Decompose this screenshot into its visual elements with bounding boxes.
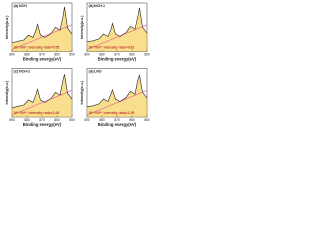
x-tick-label: 890 <box>9 118 15 122</box>
x-tick-label: 870 <box>39 118 45 122</box>
x-tick-label: 850 <box>144 52 150 56</box>
y-axis-label: Intensity(a.u.) <box>5 80 9 104</box>
y-axis-label: Intensity(a.u.) <box>80 15 84 39</box>
ratio-note: Ni³⁺/Ni²⁺ intensity ratio=1.29 <box>89 111 134 115</box>
x-axis-label: Binding energy(eV) <box>98 122 137 127</box>
baseline <box>86 24 148 50</box>
panel-label: (c) <box>14 69 20 74</box>
spectrum-line <box>11 6 73 44</box>
baseline <box>11 90 73 116</box>
x-tick-label: 880 <box>99 52 105 56</box>
panel: 890 880 870 860 850 (a) NCH Ni³⁺/Ni²⁺ intensity… <box>5 2 75 62</box>
x-tick-label: 850 <box>144 118 150 122</box>
ratio-note: Ni³⁺/Ni²⁺ intensity ratio=0.82 <box>89 45 134 49</box>
x-tick-label: 880 <box>99 118 105 122</box>
ratio-note: Ni³⁺/Ni²⁺ intensity ratio=0.55 <box>14 45 59 49</box>
area <box>12 6 72 52</box>
panel: 890 880 870 860 850 (c) NCH-2 Ni³⁺/Ni²⁺ intensi… <box>5 68 75 127</box>
x-tick-label: 860 <box>54 52 60 56</box>
baseline <box>86 90 148 116</box>
x-axis-label: Binding energy(eV) <box>98 57 137 62</box>
spectrum-line <box>11 74 73 109</box>
x-tick-label: 860 <box>129 118 135 122</box>
sample-name: NCH <box>19 4 27 8</box>
x-tick-label: 890 <box>84 118 90 122</box>
panel-label: (a) <box>14 3 20 8</box>
x-axis-label: Binding energy(eV) <box>23 122 62 127</box>
x-tick-label: 850 <box>69 118 75 122</box>
x-tick-label: 870 <box>114 118 120 122</box>
sample-name: NCH-1 <box>94 4 105 8</box>
spectrum-line <box>86 74 148 108</box>
x-tick-label: 880 <box>24 52 30 56</box>
area <box>87 75 147 117</box>
x-tick-label: 880 <box>24 118 30 122</box>
x-tick-label: 870 <box>114 52 120 56</box>
panel-label: (b) <box>89 3 95 8</box>
spectrum-line <box>86 7 148 43</box>
panel: 890 880 870 860 850 (b) NCH-1 Ni³⁺/Ni²⁺ intensi… <box>80 2 150 62</box>
sample-name: NCH-2 <box>19 69 30 73</box>
y-axis-label: Intensity(a.u.) <box>80 80 84 104</box>
x-tick-label: 850 <box>69 52 75 56</box>
ratio-note: Ni³⁺/Ni²⁺ intensity ratio=1.06 <box>14 111 59 115</box>
x-tick-label: 860 <box>129 52 135 56</box>
y-axis-label: Intensity(a.u.) <box>5 15 9 39</box>
x-tick-label: 890 <box>84 52 90 56</box>
x-axis-label: Binding energy(eV) <box>23 57 62 62</box>
area <box>12 74 72 117</box>
panel: 890 880 870 860 850 (d) LNO Ni³⁺/Ni²⁺ intensity… <box>80 68 150 127</box>
sample-name: LNO <box>94 69 102 73</box>
x-tick-label: 860 <box>54 118 60 122</box>
x-tick-label: 870 <box>39 52 45 56</box>
x-tick-label: 890 <box>9 52 15 56</box>
panel-label: (d) <box>89 69 95 74</box>
baseline <box>11 24 73 50</box>
figure: 890 880 870 860 850 (a) NCH Ni³⁺/Ni²⁺ intensity… <box>5 2 150 127</box>
area <box>87 7 147 52</box>
